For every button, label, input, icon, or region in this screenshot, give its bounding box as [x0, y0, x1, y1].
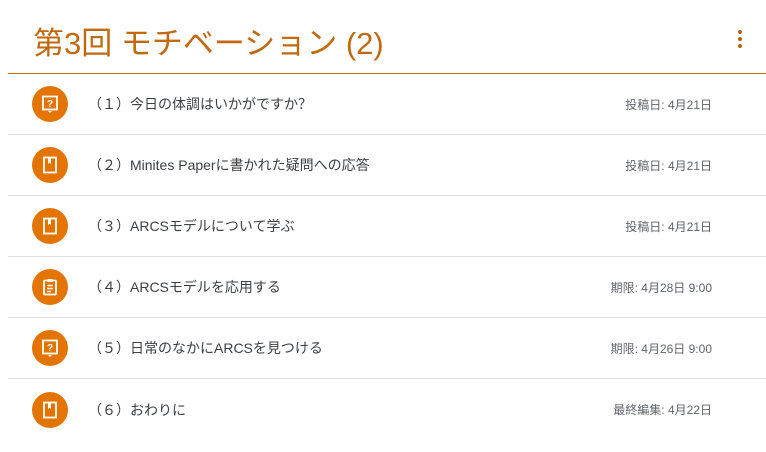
list-item[interactable]: （６）おわりに 最終編集: 4月22日	[8, 379, 766, 440]
divider	[8, 73, 766, 74]
svg-text:?: ?	[47, 343, 53, 354]
question-icon: ?	[32, 86, 68, 122]
classwork-list: ? （１）今日の体調はいかがですか？ 投稿日: 4月21日 （２）Minites Pa…	[8, 74, 766, 440]
item-title[interactable]: （１）今日の体調はいかがですか？	[88, 96, 312, 112]
material-icon	[32, 208, 68, 244]
item-title[interactable]: （２）Minites Paperに書かれた疑問への応答	[88, 157, 370, 173]
item-title[interactable]: （３）ARCSモデルについて学ぶ	[88, 218, 295, 234]
list-item[interactable]: （３）ARCSモデルについて学ぶ 投稿日: 4月21日	[8, 196, 766, 257]
item-date: 期限: 4月26日 9:00	[610, 341, 712, 356]
item-date: 投稿日: 4月21日	[625, 158, 712, 173]
material-icon	[32, 391, 68, 428]
list-item[interactable]: ? （５）日常のなかにARCSを見つける 期限: 4月26日 9:00	[8, 318, 766, 379]
question-icon: ?	[32, 330, 68, 366]
item-title[interactable]: （４）ARCSモデルを応用する	[88, 279, 281, 295]
more-vert-icon[interactable]	[728, 27, 752, 51]
topic-title: 第3回 モチベーション (2)	[33, 26, 384, 61]
svg-text:?: ?	[47, 99, 53, 110]
item-date: 投稿日: 4月21日	[625, 219, 712, 234]
list-item[interactable]: ? （１）今日の体調はいかがですか？ 投稿日: 4月21日	[8, 74, 766, 135]
list-item[interactable]: （２）Minites Paperに書かれた疑問への応答 投稿日: 4月21日	[8, 135, 766, 196]
item-date: 投稿日: 4月21日	[625, 97, 712, 112]
item-title[interactable]: （５）日常のなかにARCSを見つける	[88, 340, 323, 356]
list-item[interactable]: （４）ARCSモデルを応用する 期限: 4月28日 9:00	[8, 257, 766, 318]
assignment-icon	[32, 269, 68, 305]
material-icon	[32, 147, 68, 183]
item-title[interactable]: （６）おわりに	[88, 401, 186, 418]
item-date: 最終編集: 4月22日	[613, 403, 712, 417]
item-date: 期限: 4月28日 9:00	[610, 280, 712, 295]
